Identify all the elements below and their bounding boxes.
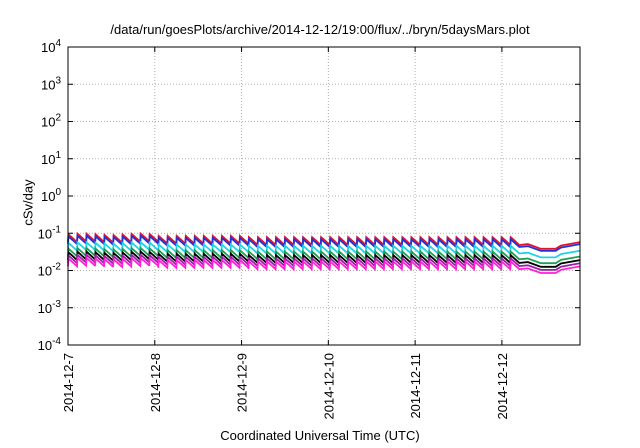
series-line-6 bbox=[67, 255, 581, 274]
x-tick-label: 2014-12-10 bbox=[321, 353, 336, 420]
y-axis-label: cSv/day bbox=[20, 179, 36, 226]
y-tick-label: 103 bbox=[41, 75, 61, 92]
x-tick-label: 2014-12-9 bbox=[235, 353, 250, 412]
x-axis-label: Coordinated Universal Time (UTC) bbox=[220, 428, 420, 443]
y-tick-label: 102 bbox=[41, 113, 61, 130]
y-tick-label: 10-3 bbox=[38, 299, 62, 316]
series-line-2 bbox=[67, 240, 581, 259]
chart-title: /data/run/goesPlots/archive/2014-12-12/1… bbox=[110, 22, 530, 37]
x-tick-label: 2014-12-8 bbox=[148, 353, 163, 412]
y-tick-label: 104 bbox=[41, 38, 61, 55]
x-tick-label: 2014-12-12 bbox=[495, 353, 510, 420]
x-tick-label: 2014-12-11 bbox=[408, 353, 423, 419]
plot-frame bbox=[67, 46, 581, 346]
y-tick-label: 10-4 bbox=[38, 336, 62, 353]
y-tick-label: 10-2 bbox=[38, 262, 62, 279]
y-tick-label: 101 bbox=[41, 150, 61, 167]
y-tick-label: 100 bbox=[41, 187, 61, 204]
y-tick-label: 10-1 bbox=[38, 224, 62, 241]
x-tick-label: 2014-12-7 bbox=[61, 353, 76, 412]
